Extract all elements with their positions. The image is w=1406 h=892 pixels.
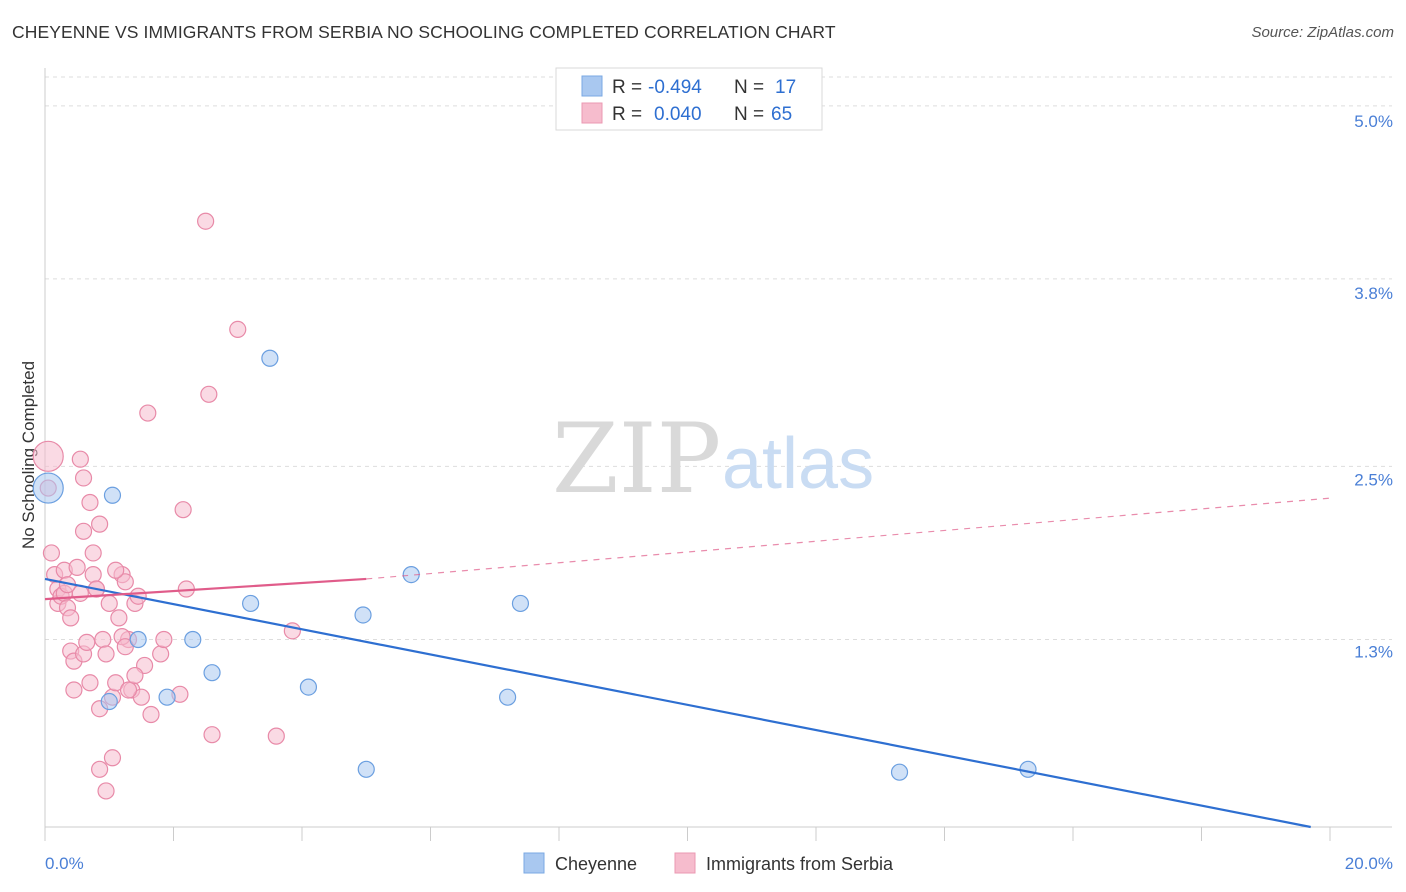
chart-title: CHEYENNE VS IMMIGRANTS FROM SERBIA NO SC… bbox=[12, 22, 836, 42]
cheyenne-point bbox=[299, 678, 318, 696]
serbia-point bbox=[107, 561, 125, 579]
cheyenne-point bbox=[103, 486, 122, 504]
serbia-point bbox=[229, 320, 247, 339]
serbia-point bbox=[174, 501, 192, 519]
serbia-point bbox=[100, 594, 118, 613]
serbia-point bbox=[126, 666, 144, 685]
x-tick-label: 0.0% bbox=[45, 854, 84, 873]
serbia-point bbox=[81, 493, 99, 512]
cheyenne-point bbox=[261, 349, 279, 367]
y-tick-label: 2.5% bbox=[1354, 470, 1393, 489]
bottom-legend-swatch-serbia bbox=[674, 852, 696, 874]
serbia-points bbox=[32, 212, 301, 800]
legend-n-value-1: 17 bbox=[775, 77, 796, 98]
serbia-point bbox=[71, 450, 89, 468]
serbia-point bbox=[142, 705, 160, 724]
grid-lines bbox=[45, 76, 1392, 640]
serbia-point bbox=[62, 609, 80, 627]
cheyenne-point bbox=[32, 472, 64, 504]
serbia-point bbox=[107, 674, 125, 692]
cheyenne-points bbox=[32, 349, 1037, 781]
serbia-point bbox=[74, 522, 93, 540]
serbia-point bbox=[116, 638, 134, 656]
y-tick-label: 5.0% bbox=[1354, 112, 1393, 131]
serbia-point bbox=[74, 469, 93, 487]
serbia-point bbox=[267, 727, 285, 745]
cheyenne-point bbox=[203, 664, 221, 682]
legend-r-label-2: R = bbox=[612, 104, 642, 125]
serbia-point bbox=[32, 440, 64, 472]
cheyenne-point bbox=[511, 594, 530, 613]
x-tick-label: 20.0% bbox=[1345, 854, 1393, 873]
serbia-point bbox=[91, 760, 109, 778]
tick-labels: 1.3% 2.5% 3.8% 5.0% 0.0% 20.0% bbox=[45, 112, 1393, 873]
bottom-legend-serbia: Immigrants from Serbia bbox=[706, 854, 894, 874]
serbia-point bbox=[132, 688, 150, 706]
serbia-point bbox=[84, 544, 102, 562]
watermark-atlas: atlas bbox=[722, 424, 874, 504]
legend-n-value-2: 65 bbox=[771, 104, 792, 125]
legend-n-label-2: N = bbox=[734, 104, 764, 125]
serbia-point bbox=[94, 630, 112, 649]
y-tick-label: 1.3% bbox=[1354, 643, 1393, 662]
serbia-point bbox=[65, 681, 83, 699]
serbia-point bbox=[97, 645, 115, 663]
cheyenne-point bbox=[184, 630, 202, 649]
cheyenne-point bbox=[100, 692, 118, 711]
cheyenne-point bbox=[890, 763, 909, 781]
cheyenne-point bbox=[499, 688, 517, 706]
serbia-point bbox=[197, 212, 215, 230]
cheyenne-point bbox=[357, 760, 375, 778]
legend-r-label-1: R = bbox=[612, 77, 642, 98]
legend-swatch-serbia bbox=[581, 102, 603, 124]
cheyenne-point bbox=[158, 688, 176, 706]
cheyenne-point bbox=[354, 606, 372, 624]
cheyenne-point bbox=[242, 594, 260, 613]
serbia-point bbox=[139, 404, 157, 422]
watermark: ZIP atlas bbox=[552, 403, 874, 515]
bottom-legend-cheyenne: Cheyenne bbox=[555, 854, 637, 874]
serbia-point bbox=[81, 674, 99, 692]
serbia-trend-extension bbox=[366, 497, 1331, 580]
legend-swatch-cheyenne bbox=[581, 75, 603, 97]
legend-r-value-2: 0.040 bbox=[654, 104, 702, 125]
legend-n-label-1: N = bbox=[734, 77, 764, 98]
cheyenne-point bbox=[129, 630, 147, 649]
serbia-point bbox=[110, 609, 128, 627]
serbia-point bbox=[200, 385, 218, 403]
serbia-point bbox=[152, 645, 170, 663]
serbia-point bbox=[116, 573, 134, 591]
source-label: Source: ZipAtlas.com bbox=[1251, 24, 1394, 41]
cheyenne-point bbox=[1019, 760, 1037, 778]
watermark-zip: ZIP bbox=[552, 403, 721, 515]
serbia-point bbox=[68, 558, 86, 576]
y-tick-label: 3.8% bbox=[1354, 284, 1393, 303]
series-legend: Cheyenne Immigrants from Serbia bbox=[523, 852, 894, 874]
serbia-point bbox=[155, 630, 173, 649]
serbia-trend-line bbox=[44, 577, 367, 601]
legend-r-value-1: -0.494 bbox=[648, 77, 702, 98]
y-axis-label: No Schooling Completed bbox=[19, 361, 38, 549]
serbia-point bbox=[42, 544, 61, 562]
serbia-point bbox=[103, 749, 122, 767]
serbia-point bbox=[203, 726, 221, 744]
cheyenne-trend-line bbox=[44, 577, 1311, 829]
serbia-point bbox=[84, 565, 102, 584]
serbia-point bbox=[119, 681, 138, 699]
bottom-legend-swatch-cheyenne bbox=[523, 852, 545, 874]
trend-lines bbox=[44, 497, 1331, 829]
serbia-point bbox=[78, 633, 96, 651]
serbia-point bbox=[91, 515, 109, 533]
correlation-legend: R = -0.494 N = 17 R = 0.040 N = 65 bbox=[555, 67, 823, 131]
serbia-point bbox=[97, 782, 115, 800]
